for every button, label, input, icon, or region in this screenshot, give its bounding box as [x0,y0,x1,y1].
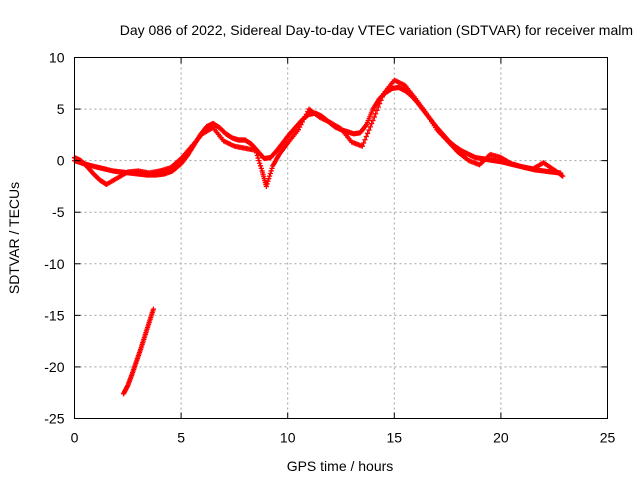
data-point [268,168,274,174]
data-point [254,152,260,159]
data-point [253,150,260,156]
x-tick-label: 25 [600,430,616,446]
x-tick-label: 15 [387,430,403,446]
data-point [371,114,377,120]
series-1 [71,77,566,190]
data-point [257,163,264,169]
y-tick-label: -15 [44,307,64,323]
data-point [379,94,385,100]
y-tick-label: 0 [57,153,65,169]
grid-layer [74,57,608,419]
series-0 [71,84,564,178]
y-tick-label: -20 [44,359,64,375]
y-tick-label: -10 [44,256,64,272]
data-point [373,111,379,117]
data-point [256,158,262,164]
series-2 [120,306,156,397]
data-point [370,117,376,124]
data-point [253,147,259,153]
x-axis-label: GPS time / hours [287,458,394,474]
data-point [359,143,365,149]
data-point [255,155,261,161]
data-point [263,183,269,190]
data-point [367,124,373,130]
data-point [363,133,369,140]
data-point [559,172,565,178]
data-point [267,170,273,177]
y-tick-label: -5 [52,204,65,220]
data-point [269,165,275,171]
plot-frame [74,57,608,419]
data-point [366,127,372,133]
data-point [266,173,273,179]
axis-layer: 0 5 10 15 20 25 -25 -20 -15 -10 -5 0 5 10 [44,50,615,446]
data-point [257,160,263,166]
data-point [266,176,272,182]
y-tick-label: -25 [44,411,64,427]
data-point [363,122,369,129]
y-axis-label: SDTVAR / TECUs [6,182,22,294]
x-tick-label: 5 [177,430,185,446]
x-tick-label: 10 [280,430,296,446]
x-tick-label: 0 [71,430,79,446]
data-point [361,140,367,146]
data-point [150,306,156,312]
data-point [258,165,264,171]
data-point [264,181,270,187]
chart-title: Day 086 of 2022, Sidereal Day-to-day VTE… [120,22,633,38]
data-point [362,137,368,143]
data-point [378,97,384,103]
data-point [265,178,271,184]
data-point [377,101,383,107]
data-point [365,130,371,136]
x-tick-label: 20 [493,430,509,446]
y-tick-label: 10 [49,50,65,66]
y-tick-label: 5 [57,101,65,117]
data-point [374,107,380,113]
data-point [560,173,566,179]
data-point [375,104,381,110]
data-layer [71,77,566,397]
data-point [369,121,375,127]
